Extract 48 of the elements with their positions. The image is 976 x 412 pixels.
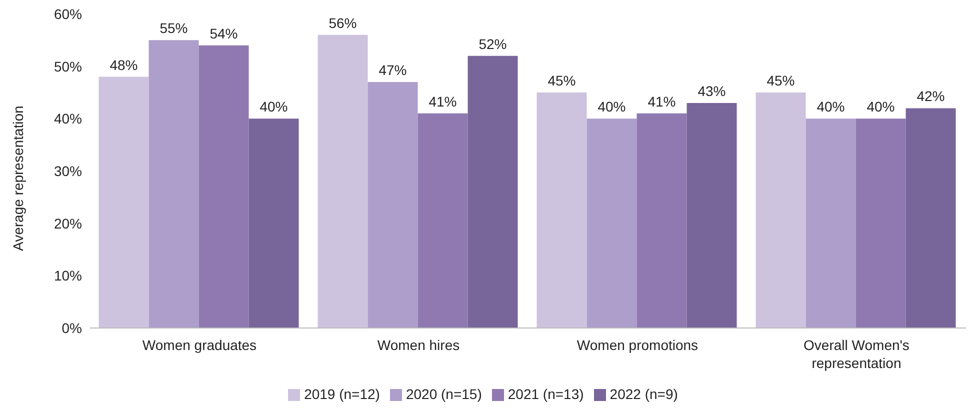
legend-label: 2019 (n=12) <box>304 386 380 402</box>
bar <box>198 45 249 328</box>
bar <box>318 34 368 328</box>
bar <box>248 118 299 328</box>
y-tick-label: 60% <box>54 6 82 22</box>
legend-label: 2021 (n=13) <box>508 386 584 402</box>
data-label: 54% <box>210 25 238 42</box>
x-tick-label: Women promotions <box>576 337 698 353</box>
bar <box>418 113 468 328</box>
y-tick-label: 0% <box>62 320 82 336</box>
data-label: 45% <box>766 72 795 88</box>
data-label: 40% <box>260 98 288 115</box>
y-tick-label: 40% <box>54 110 82 127</box>
bar <box>636 113 687 328</box>
bar <box>806 118 856 328</box>
data-label: 43% <box>698 82 726 99</box>
data-label: 40% <box>598 98 626 115</box>
data-label: 47% <box>378 62 407 78</box>
data-label: 48% <box>110 56 138 73</box>
bar <box>468 56 518 328</box>
data-label: 41% <box>428 93 457 110</box>
bar <box>536 92 587 328</box>
bar <box>148 40 199 328</box>
bar <box>586 118 637 328</box>
data-label: 40% <box>866 98 895 115</box>
bar <box>856 118 906 328</box>
y-tick-label: 20% <box>54 215 82 232</box>
data-label: 56% <box>328 14 357 31</box>
bar <box>368 82 418 328</box>
y-tick-label: 30% <box>54 162 82 179</box>
x-tick-label: Women hires <box>377 337 460 353</box>
legend-label: 2020 (n=15) <box>406 386 482 402</box>
x-tick-label: Women graduates <box>142 337 257 353</box>
data-label: 42% <box>916 88 945 104</box>
bar <box>686 102 737 328</box>
x-tick-label: Overall Women's representation <box>804 337 910 371</box>
y-tick-label: 50% <box>54 58 82 74</box>
data-label: 40% <box>816 98 845 115</box>
bar <box>98 76 149 328</box>
data-label: 52% <box>478 36 507 52</box>
y-axis-title: Average representation <box>10 106 26 251</box>
legend-label: 2022 (n=9) <box>610 386 678 402</box>
bar <box>906 108 956 328</box>
bar <box>756 92 806 328</box>
data-label: 55% <box>160 20 188 36</box>
y-tick-label: 10% <box>54 268 82 284</box>
data-label: 41% <box>648 93 676 110</box>
data-label: 45% <box>548 72 576 88</box>
